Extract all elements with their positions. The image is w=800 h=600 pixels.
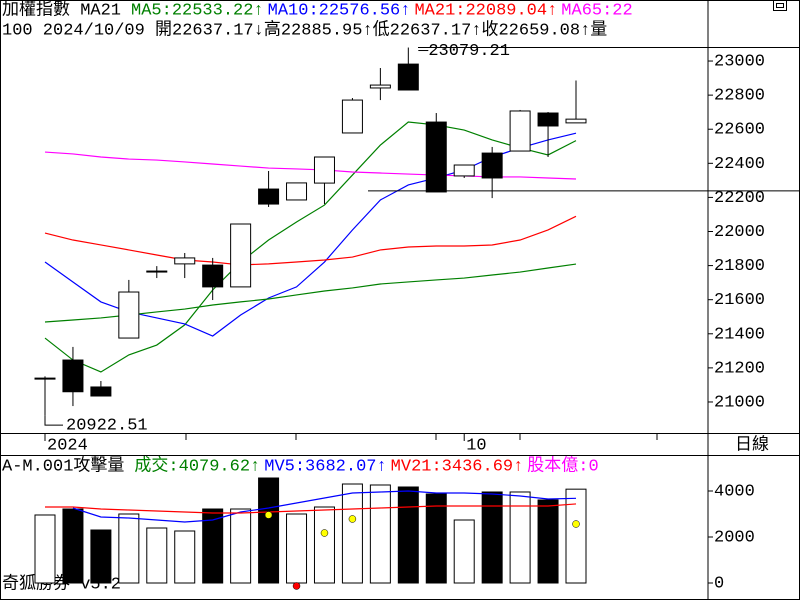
- x-tick-label: 10: [466, 436, 486, 455]
- volume-bar: [62, 508, 84, 584]
- volume-bar: [286, 513, 308, 584]
- volume-bar: [397, 486, 419, 584]
- signal-dot: [348, 515, 357, 523]
- candle-body: [174, 257, 196, 265]
- volume-bar: [90, 529, 112, 584]
- y-tick-label: 2000: [714, 528, 755, 547]
- signal-dot: [572, 520, 580, 528]
- y-tick-label: 21400: [714, 325, 765, 344]
- legend-entry: MV5:3682.07↑: [264, 457, 386, 476]
- volume-bar: [202, 508, 224, 584]
- candle-body: [425, 121, 447, 193]
- volume-bar: [453, 519, 475, 584]
- annotation: 23079.21: [428, 42, 510, 61]
- volume-bar: [118, 513, 140, 584]
- volume-bar: [537, 499, 559, 584]
- y-tick-label: 22000: [714, 223, 765, 242]
- signal-dot: [292, 582, 301, 590]
- volume-bar: [369, 484, 391, 584]
- plot-area: 加權指數 MA21 MA5:22533.22↑ MA10:22576.56↑ MA21…: [2, 0, 633, 590]
- volume-bar: [425, 493, 447, 584]
- volume-bar: [174, 530, 196, 584]
- candle-body: [341, 99, 363, 134]
- candle-body: [258, 188, 280, 205]
- window-button[interactable]: [773, 0, 787, 11]
- candle-body: [453, 164, 475, 177]
- volume-bar: [481, 491, 503, 584]
- candle-body: [369, 84, 391, 89]
- y-tick-label: 21000: [714, 393, 765, 412]
- panel-title: 加權指數 MA21: [2, 0, 121, 20]
- line-series: [44, 121, 577, 373]
- y-tick-label: 21800: [714, 257, 765, 276]
- legend-entry: MA21:22089.04↑: [414, 1, 557, 20]
- volume-bar: [509, 491, 531, 584]
- y-tick-label: 4000: [714, 482, 755, 501]
- candle-body: [34, 377, 56, 380]
- y-tick-label: 0: [714, 574, 724, 593]
- y-tick-label: 22400: [714, 155, 765, 174]
- legend-entry: 股本億:0: [527, 455, 598, 476]
- candle-body: [565, 118, 587, 124]
- y-tick-label: 21600: [714, 291, 765, 310]
- y-tick-label: 22600: [714, 121, 765, 140]
- legend-entry: 成交:4079.62↑: [134, 455, 260, 476]
- volume-bar: [313, 506, 335, 584]
- info-line: 100 2024/10/09 開22637.17↓高22885.95↑低2263…: [2, 19, 607, 40]
- candle-body: [202, 264, 224, 288]
- candle-body: [481, 152, 503, 179]
- candle-body: [313, 156, 335, 184]
- volume-bar: [146, 527, 168, 584]
- y-tick-label: 22800: [714, 87, 765, 106]
- volume-bar: [258, 477, 280, 584]
- volume-bar: [230, 508, 252, 584]
- annotation-leader: [44, 415, 63, 426]
- y-tick-label: 23000: [714, 53, 765, 72]
- legend-entry: MA10:22576.56↑: [268, 1, 411, 20]
- y-tick-label: 21200: [714, 359, 765, 378]
- line-series: [72, 490, 577, 523]
- annotation: 20922.51: [66, 417, 148, 436]
- panel-title: A-M.001攻擊量: [2, 455, 124, 476]
- window-button-icon: [776, 3, 784, 8]
- legend-entry: MA5:22533.22↑: [131, 1, 264, 20]
- line-series: [45, 503, 577, 514]
- candle-body: [146, 270, 168, 273]
- candle-body: [397, 63, 419, 91]
- signal-dot: [320, 529, 329, 537]
- volume-bar: [34, 514, 56, 584]
- candle-body: [62, 359, 84, 393]
- candle-body: [509, 110, 531, 152]
- period-label: 日線: [735, 434, 769, 455]
- candle-body: [118, 291, 140, 339]
- signal-dot: [264, 511, 273, 519]
- candle-body: [90, 386, 112, 397]
- line-series: [44, 215, 577, 266]
- volume-bar: [565, 488, 587, 584]
- x-tick-label: 2024: [47, 436, 88, 455]
- legend-entry: MV21:3436.69↑: [391, 457, 524, 476]
- y-tick-label: 22200: [714, 189, 765, 208]
- candle-body: [230, 223, 252, 288]
- candle-body: [286, 182, 308, 201]
- volume-bar: [341, 483, 363, 584]
- legend-entry: MA65:22: [561, 1, 632, 20]
- candle-body: [537, 112, 559, 127]
